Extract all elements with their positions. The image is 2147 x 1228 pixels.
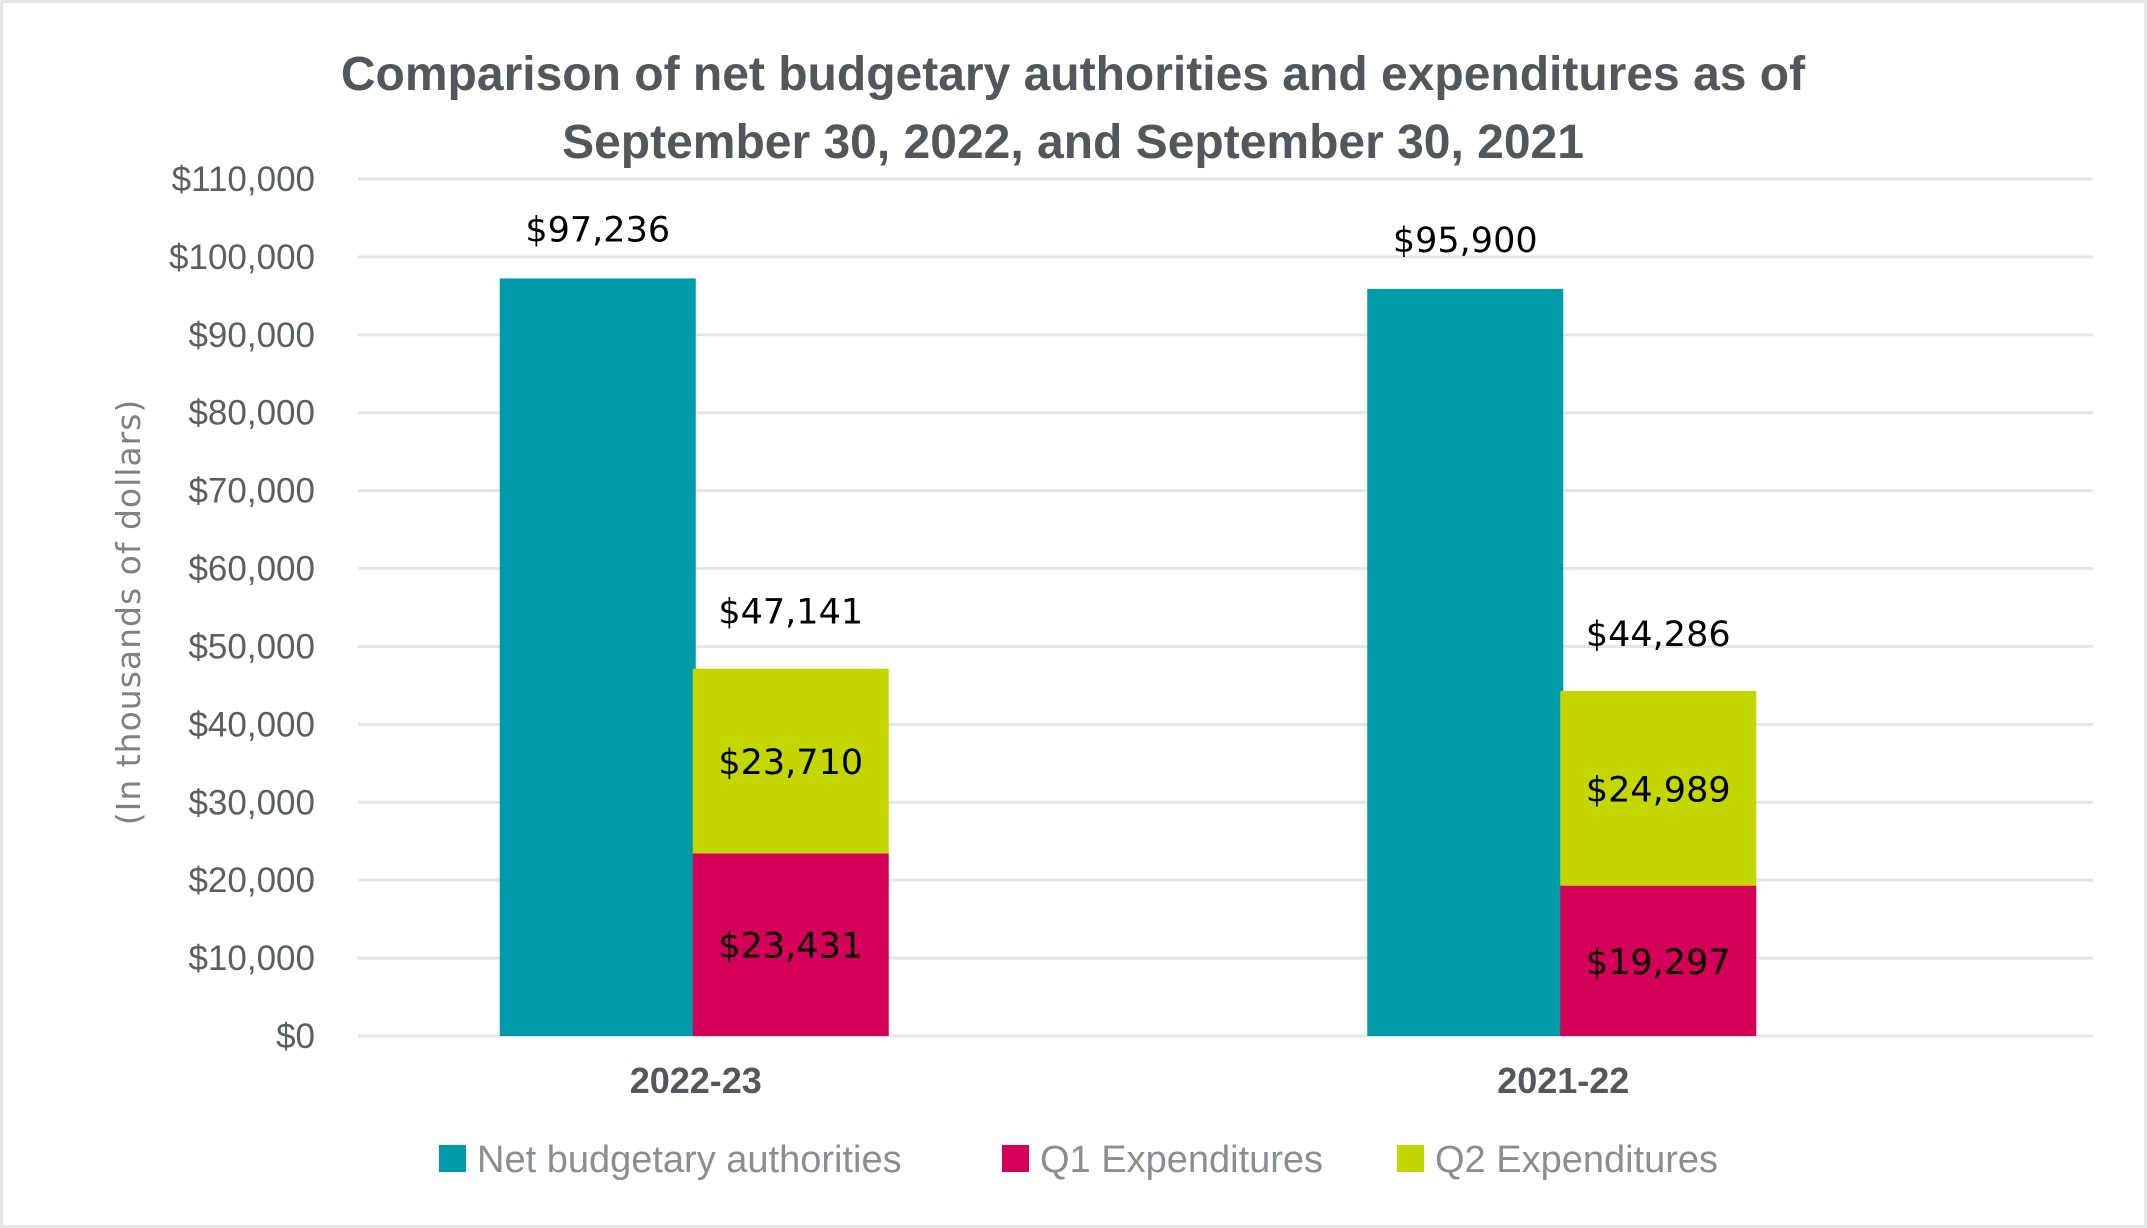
y-tick-label: $100,000 (169, 238, 315, 277)
legend-swatch-authorities (439, 1145, 466, 1172)
bar-q2-expenditures (1560, 690, 1757, 886)
bar-net-budgetary-authorities (499, 278, 696, 1036)
bar-q1-expenditures (1560, 885, 1757, 1036)
y-axis-label: (In thousands of dollars) (109, 399, 148, 826)
y-tick-label: $110,000 (172, 160, 315, 199)
y-tick-label: $20,000 (188, 861, 315, 900)
y-tick-label: $40,000 (188, 705, 315, 744)
bar-q1-expenditures (692, 853, 889, 1036)
x-axis-categories: 2022-23 2021-22 (630, 1060, 1630, 1101)
legend-label-q1: Q1 Expenditures (1040, 1139, 1323, 1181)
y-tick-label: $0 (276, 1017, 315, 1056)
legend-label-q2: Q2 Expenditures (1435, 1139, 1718, 1181)
data-label-q1: $19,297 (1586, 943, 1731, 983)
x-category-label: 2021-22 (1497, 1060, 1629, 1101)
y-tick-label: $50,000 (188, 627, 315, 666)
y-tick-label: $70,000 (188, 472, 315, 511)
y-tick-label: $80,000 (188, 394, 315, 433)
data-label-authorities: $95,900 (1393, 221, 1538, 261)
legend: Net budgetary authorities Q1 Expenditures… (439, 1139, 1718, 1181)
bars (499, 278, 1757, 1036)
data-labels: $97,236 $23,431 $23,710 $47,141 $95,900 $19,2… (525, 210, 1730, 982)
y-tick-label: $30,000 (188, 783, 315, 822)
legend-swatch-q1 (1002, 1145, 1029, 1172)
data-label-q2: $23,710 (718, 743, 863, 783)
data-label-expenditure-total: $44,286 (1586, 615, 1731, 655)
y-tick-label: $90,000 (188, 316, 315, 355)
y-tick-label: $60,000 (188, 550, 315, 589)
bar-q2-expenditures (692, 668, 889, 854)
chart-title-line-2: September 30, 2022, and September 30, 20… (562, 116, 1584, 169)
legend-swatch-q2 (1397, 1145, 1424, 1172)
data-label-q1: $23,431 (718, 927, 863, 967)
y-axis-ticks: $0 $10,000 $20,000 $30,000 $40,000 $50,000 $60… (169, 160, 315, 1056)
chart-title-line-1: Comparison of net budgetary authorities … (341, 48, 1806, 101)
x-category-label: 2022-23 (630, 1060, 762, 1101)
bar-net-budgetary-authorities (1367, 288, 1564, 1036)
legend-label-authorities: Net budgetary authorities (477, 1139, 902, 1181)
data-label-q2: $24,989 (1586, 770, 1731, 810)
y-tick-label: $10,000 (188, 939, 315, 978)
data-label-authorities: $97,236 (525, 210, 670, 250)
data-label-expenditure-total: $47,141 (718, 593, 863, 633)
